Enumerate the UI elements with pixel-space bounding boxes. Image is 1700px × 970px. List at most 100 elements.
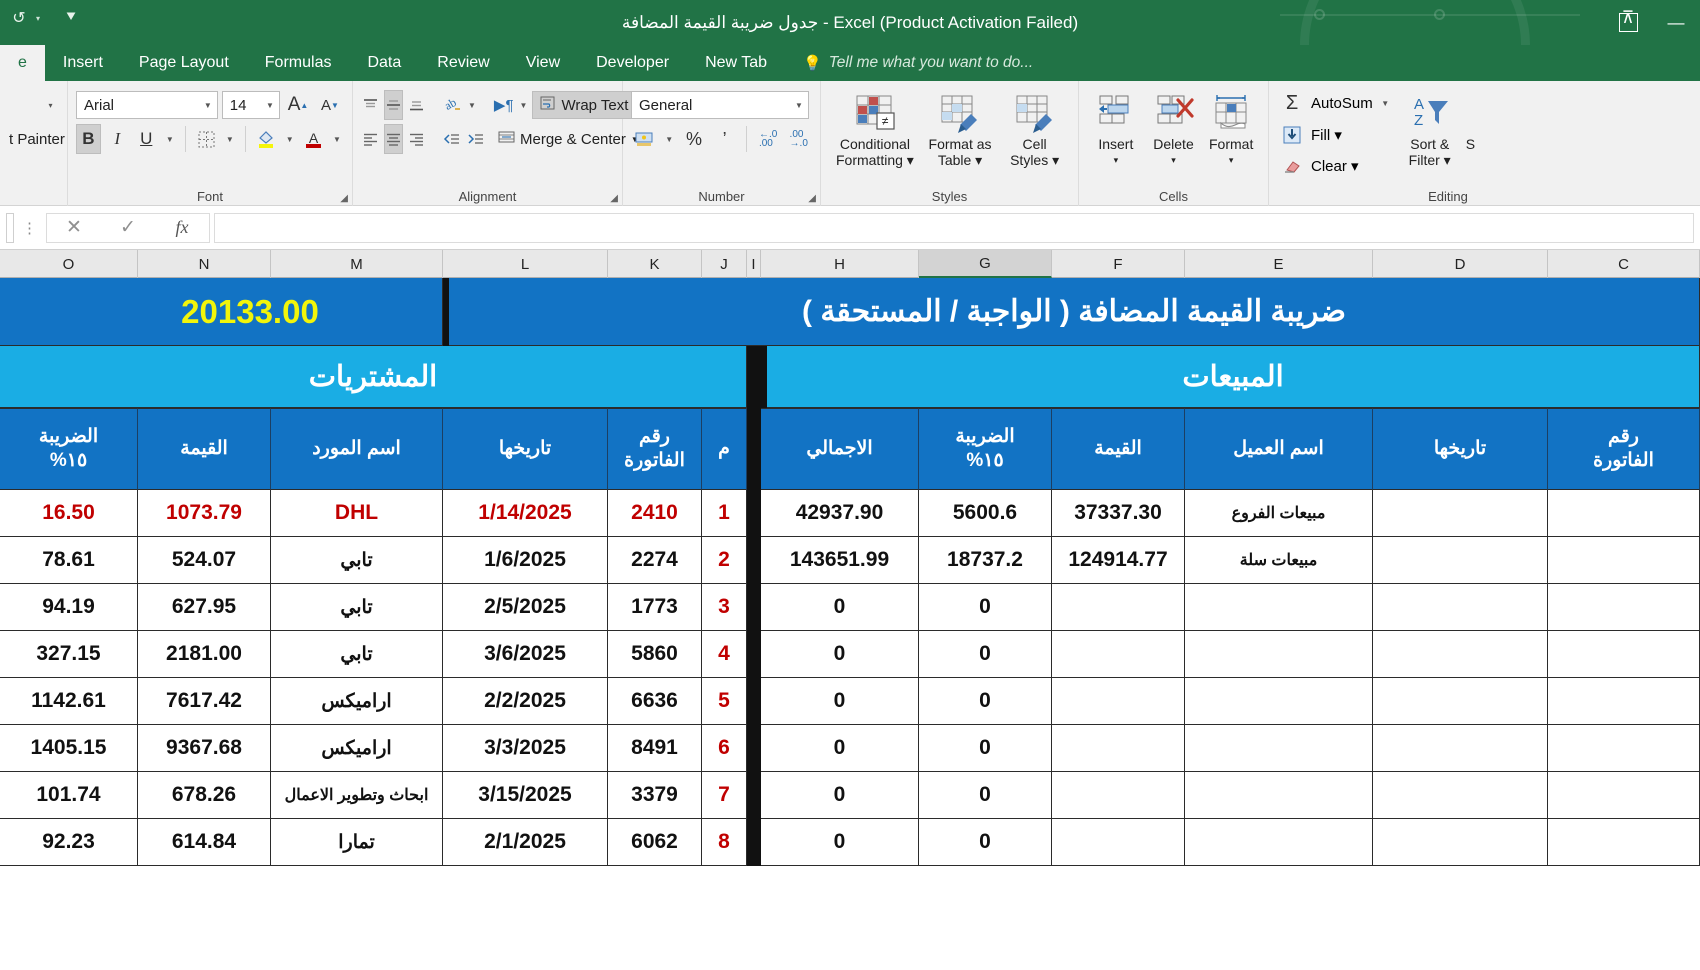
cell-sales-total[interactable]: 0 bbox=[761, 631, 919, 678]
font-size-combo[interactable]: 14 ▼ bbox=[221, 91, 280, 119]
cell-purchases-value[interactable]: 627.95 bbox=[138, 584, 271, 631]
font-color-icon[interactable]: A bbox=[301, 124, 326, 154]
tab-data[interactable]: Data bbox=[367, 54, 402, 71]
cell-purchases-invoice[interactable]: 1773 bbox=[608, 584, 702, 631]
accounting-format-icon[interactable] bbox=[631, 124, 658, 154]
cell-purchases-value[interactable]: 614.84 bbox=[138, 819, 271, 866]
redo-icon[interactable]: ↺ bbox=[12, 10, 26, 27]
cell-sales-invoice[interactable] bbox=[1548, 678, 1700, 725]
cell-purchases-date[interactable]: 1/14/2025 bbox=[443, 490, 608, 537]
cell-sales-client[interactable] bbox=[1185, 584, 1373, 631]
cell-sales-date[interactable] bbox=[1373, 819, 1548, 866]
cell-purchases-tax[interactable]: 78.61 bbox=[0, 537, 138, 584]
chevron-down-icon[interactable]: ▼ bbox=[165, 134, 174, 144]
conditional-formatting-button[interactable]: ≠ Conditional Formatting ▾ bbox=[829, 88, 921, 188]
minimize-button[interactable]: — bbox=[1667, 12, 1685, 32]
decrease-indent-icon[interactable] bbox=[442, 124, 462, 154]
delete-cells-button[interactable]: Delete ▾ bbox=[1145, 88, 1203, 188]
column-header-I[interactable]: I bbox=[747, 250, 761, 278]
cell-purchases-value[interactable]: 678.26 bbox=[138, 772, 271, 819]
cell-purchases-supplier[interactable]: تابي bbox=[271, 631, 443, 678]
percent-style-button[interactable]: % bbox=[686, 128, 703, 149]
increase-indent-icon[interactable] bbox=[466, 124, 486, 154]
cell-sales-invoice[interactable] bbox=[1548, 819, 1700, 866]
chevron-down-icon[interactable]: ▼ bbox=[795, 100, 803, 110]
cell-purchases-date[interactable]: 1/6/2025 bbox=[443, 537, 608, 584]
customize-quick-access-icon[interactable]: ⯆ bbox=[64, 9, 78, 26]
cell-purchases-seq[interactable]: 2 bbox=[702, 537, 747, 584]
wrap-text-button[interactable]: Wrap Text bbox=[532, 91, 637, 119]
cell-sales-tax[interactable]: 0 bbox=[919, 819, 1052, 866]
cell-purchases-invoice[interactable]: 3379 bbox=[608, 772, 702, 819]
cell-sales-client[interactable]: مبيعات سلة bbox=[1185, 537, 1373, 584]
alignment-dialog-launcher[interactable]: ◢ bbox=[610, 193, 618, 204]
cell-styles-button[interactable]: Cell Styles ▾ bbox=[999, 88, 1070, 188]
cell-purchases-value[interactable]: 2181.00 bbox=[138, 631, 271, 678]
cell-sales-invoice[interactable] bbox=[1548, 584, 1700, 631]
cell-purchases-supplier[interactable]: اراميكس bbox=[271, 725, 443, 772]
cell-sales-client[interactable] bbox=[1185, 678, 1373, 725]
cell-sales-total[interactable]: 0 bbox=[761, 584, 919, 631]
cell-purchases-invoice[interactable]: 2410 bbox=[608, 490, 702, 537]
insert-function-icon[interactable]: fx bbox=[175, 217, 189, 237]
cell-sales-client[interactable] bbox=[1185, 631, 1373, 678]
chevron-down-icon[interactable]: ▾ bbox=[48, 100, 53, 110]
tab-formulas[interactable]: Formulas bbox=[264, 54, 332, 71]
cell-sales-date[interactable] bbox=[1373, 490, 1548, 537]
cell-purchases-tax[interactable]: 1142.61 bbox=[0, 678, 138, 725]
cell-purchases-supplier[interactable]: تابي bbox=[271, 584, 443, 631]
align-left-icon[interactable] bbox=[361, 124, 380, 154]
chevron-down-icon[interactable]: ▼ bbox=[225, 134, 234, 144]
align-top-icon[interactable] bbox=[361, 90, 380, 120]
cell-purchases-tax[interactable]: 92.23 bbox=[0, 819, 138, 866]
chevron-down-icon[interactable]: ▾ bbox=[1113, 155, 1119, 165]
chevron-down-icon[interactable]: ▼ bbox=[203, 100, 212, 110]
cell-purchases-supplier[interactable]: تمارا bbox=[271, 819, 443, 866]
orientation-icon[interactable]: ab bbox=[442, 90, 463, 120]
cell-sales-invoice[interactable] bbox=[1548, 725, 1700, 772]
chevron-down-icon[interactable]: ▼ bbox=[332, 134, 341, 144]
cell-sales-date[interactable] bbox=[1373, 678, 1548, 725]
cell-sales-value[interactable] bbox=[1052, 584, 1185, 631]
tell-me-search[interactable]: 💡 Tell me what you want to do... bbox=[785, 45, 1051, 81]
cell-purchases-supplier[interactable]: اراميكس bbox=[271, 678, 443, 725]
format-painter-button[interactable]: t Painter bbox=[9, 130, 65, 148]
borders-icon[interactable] bbox=[194, 124, 219, 154]
window-controls[interactable]: ⊼ — bbox=[1604, 0, 1700, 45]
cell-sales-invoice[interactable] bbox=[1548, 631, 1700, 678]
cell-sales-total[interactable]: 0 bbox=[761, 678, 919, 725]
increase-decimal-icon[interactable]: ←.0.00 bbox=[758, 129, 778, 149]
chevron-down-icon[interactable]: ▾ bbox=[36, 13, 41, 23]
tab-home[interactable]: e bbox=[0, 45, 45, 81]
cell-sales-value[interactable]: 37337.30 bbox=[1052, 490, 1185, 537]
tab-view[interactable]: View bbox=[525, 54, 561, 71]
cell-purchases-seq[interactable]: 1 bbox=[702, 490, 747, 537]
chevron-down-icon[interactable]: ▼ bbox=[285, 134, 294, 144]
cell-purchases-invoice[interactable]: 6062 bbox=[608, 819, 702, 866]
increase-font-size-icon[interactable]: A ▲ bbox=[287, 94, 309, 115]
cell-purchases-date[interactable]: 2/1/2025 bbox=[443, 819, 608, 866]
cell-sales-date[interactable] bbox=[1373, 772, 1548, 819]
cell-sales-value[interactable] bbox=[1052, 725, 1185, 772]
column-header-D[interactable]: D bbox=[1373, 250, 1548, 278]
column-header-O[interactable]: O bbox=[0, 250, 138, 278]
cell-sales-total[interactable]: 42937.90 bbox=[761, 490, 919, 537]
cell-purchases-date[interactable]: 2/5/2025 bbox=[443, 584, 608, 631]
clear-label[interactable]: Clear ▾ bbox=[1311, 157, 1359, 175]
cell-purchases-seq[interactable]: 7 bbox=[702, 772, 747, 819]
name-box[interactable] bbox=[6, 212, 14, 243]
cell-purchases-invoice[interactable]: 6636 bbox=[608, 678, 702, 725]
cell-purchases-value[interactable]: 9367.68 bbox=[138, 725, 271, 772]
cell-sales-client[interactable] bbox=[1185, 819, 1373, 866]
chevron-down-icon[interactable]: ▼ bbox=[1381, 99, 1390, 108]
cell-purchases-supplier[interactable]: DHL bbox=[271, 490, 443, 537]
cell-sales-value[interactable] bbox=[1052, 631, 1185, 678]
comma-style-button[interactable]: ’ bbox=[722, 128, 727, 149]
tab-developer[interactable]: Developer bbox=[596, 54, 670, 71]
cell-sales-invoice[interactable] bbox=[1548, 537, 1700, 584]
tab-review[interactable]: Review bbox=[437, 54, 490, 71]
italic-button[interactable]: I bbox=[114, 129, 121, 148]
align-right-icon[interactable] bbox=[407, 124, 426, 154]
merge-and-center-button[interactable]: Merge & Center ▼ bbox=[490, 125, 647, 153]
cell-purchases-supplier[interactable]: تابي bbox=[271, 537, 443, 584]
